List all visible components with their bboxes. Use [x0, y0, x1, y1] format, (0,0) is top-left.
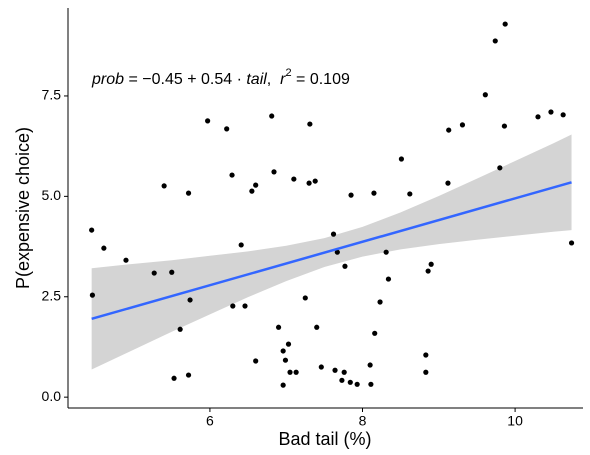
- y-tick-label: 2.5: [42, 287, 62, 303]
- y-tick-label: 5.0: [42, 187, 62, 203]
- point: [501, 123, 508, 129]
- fit-line: [91, 181, 572, 321]
- point: [89, 292, 96, 298]
- point: [271, 169, 277, 175]
- point: [306, 180, 312, 186]
- point: [229, 172, 235, 178]
- point: [123, 257, 129, 263]
- point: [249, 188, 255, 194]
- point: [275, 324, 282, 330]
- point: [334, 249, 340, 255]
- point: [568, 240, 575, 246]
- point: [253, 182, 259, 188]
- point: [445, 180, 451, 186]
- point: [497, 165, 503, 171]
- point: [171, 375, 177, 381]
- point: [269, 113, 275, 119]
- point: [372, 330, 378, 336]
- annotation-part: = 0.109: [292, 71, 350, 88]
- point: [428, 261, 434, 267]
- point: [548, 109, 554, 115]
- point: [224, 126, 230, 132]
- point: [205, 118, 211, 124]
- point: [377, 299, 383, 305]
- point: [242, 303, 248, 309]
- point: [169, 269, 175, 275]
- point: [398, 156, 405, 162]
- point: [459, 122, 466, 128]
- point: [425, 268, 431, 274]
- point: [230, 303, 236, 309]
- point: [291, 176, 297, 182]
- x-tick-label: 8: [359, 413, 367, 429]
- point: [348, 192, 354, 198]
- point: [151, 270, 157, 276]
- point: [407, 191, 413, 197]
- point: [287, 369, 293, 375]
- point: [535, 114, 541, 120]
- y-axis-title: P(expensive choice): [13, 127, 33, 289]
- point: [342, 263, 348, 269]
- annotation: prob = −0.45 + 0.54 · tail, r2 = 0.109: [91, 67, 350, 88]
- point: [423, 352, 429, 358]
- annotation-part: ,: [267, 71, 280, 88]
- point: [161, 183, 167, 189]
- point: [383, 249, 389, 255]
- point: [280, 348, 286, 354]
- annotation-part: 2: [285, 67, 291, 79]
- annotation-part: = −0.45 + 0.54 ·: [124, 71, 246, 88]
- x-axis-title: Bad tail (%): [278, 429, 371, 449]
- point: [371, 190, 377, 196]
- point: [367, 362, 373, 368]
- point: [282, 357, 289, 363]
- point: [89, 227, 95, 233]
- point: [560, 112, 566, 118]
- point: [423, 369, 429, 375]
- point: [285, 341, 292, 347]
- point: [238, 242, 244, 248]
- point: [280, 382, 286, 388]
- point: [314, 324, 320, 330]
- point: [368, 381, 374, 387]
- point: [446, 127, 452, 133]
- point: [185, 190, 192, 196]
- point: [482, 92, 488, 98]
- point: [177, 326, 183, 332]
- point: [101, 245, 107, 251]
- point: [385, 276, 392, 282]
- x-tick-label: 6: [206, 413, 214, 429]
- annotation-part: prob: [91, 71, 124, 88]
- x-tick-label: 10: [507, 413, 523, 429]
- confidence-band: [91, 134, 572, 370]
- point: [492, 38, 498, 44]
- point: [354, 381, 360, 387]
- annotation-part: r: [280, 71, 286, 88]
- point: [318, 364, 324, 370]
- point: [332, 367, 338, 373]
- point: [253, 358, 259, 364]
- point: [312, 178, 318, 184]
- point: [307, 121, 313, 127]
- y-tick-label: 0.0: [42, 388, 62, 404]
- point: [341, 369, 347, 375]
- point: [187, 297, 193, 303]
- y-tick-label: 7.5: [42, 87, 62, 103]
- point: [330, 231, 337, 237]
- point: [302, 295, 308, 301]
- annotation-part: tail: [246, 71, 267, 88]
- point: [339, 377, 345, 383]
- point: [502, 21, 508, 27]
- point: [185, 372, 192, 378]
- point: [293, 369, 299, 375]
- point: [347, 379, 353, 385]
